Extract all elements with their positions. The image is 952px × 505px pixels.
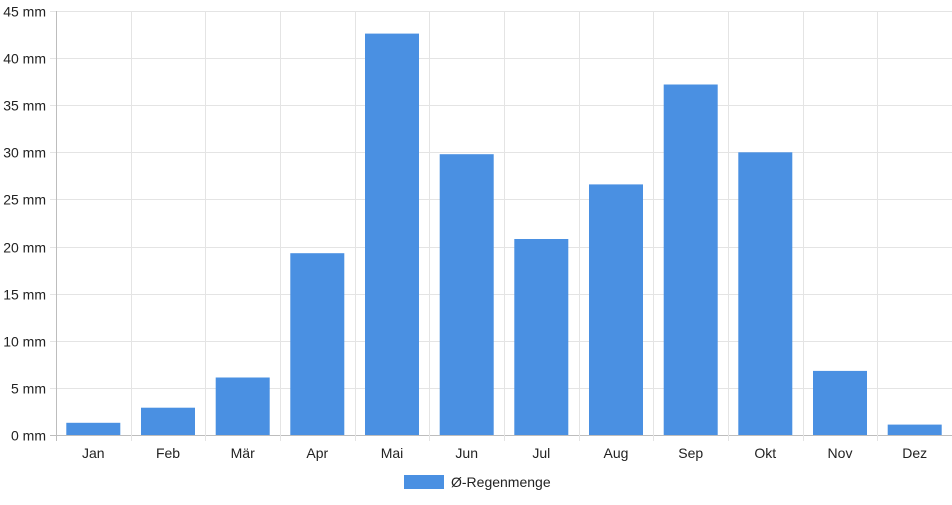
x-tick-label: Mär <box>231 445 255 461</box>
x-tick-label: Okt <box>754 445 776 461</box>
x-tick-label: Jul <box>532 445 550 461</box>
x-tick-label: Dez <box>902 445 927 461</box>
grid-lines <box>50 11 952 441</box>
y-tick-label: 30 mm <box>3 145 46 161</box>
bar-dez[interactable] <box>887 424 942 435</box>
legend-label[interactable]: Ø-Regenmenge <box>451 474 551 490</box>
x-tick-label: Sep <box>678 445 703 461</box>
x-tick-label: Jun <box>455 445 478 461</box>
x-tick-label: Nov <box>828 445 853 461</box>
y-tick-label: 5 mm <box>11 381 46 397</box>
bar-mär[interactable] <box>215 377 270 436</box>
legend[interactable]: Ø-Regenmenge <box>404 474 551 490</box>
bar-jun[interactable] <box>439 154 494 435</box>
y-tick-label: 0 mm <box>11 428 46 444</box>
y-tick-label: 45 mm <box>3 4 46 20</box>
legend-swatch[interactable] <box>404 475 444 489</box>
x-tick-label: Mai <box>381 445 404 461</box>
bar-apr[interactable] <box>290 253 345 435</box>
y-tick-label: 40 mm <box>3 51 46 67</box>
bar-aug[interactable] <box>589 184 643 435</box>
y-tick-label: 15 mm <box>3 287 46 303</box>
y-tick-label: 10 mm <box>3 334 46 350</box>
bar-mai[interactable] <box>365 33 419 435</box>
bar-okt[interactable] <box>738 152 793 436</box>
x-tick-label: Aug <box>604 445 629 461</box>
x-tick-label: Jan <box>82 445 105 461</box>
bar-jul[interactable] <box>514 239 569 435</box>
bar-jan[interactable] <box>66 422 121 435</box>
y-tick-label: 25 mm <box>3 192 46 208</box>
bar-sep[interactable] <box>663 84 718 436</box>
x-tick-label: Feb <box>156 445 180 461</box>
y-axis: 0 mm 5 mm 10 mm 15 mm 20 mm 25 mm 30 mm 35 mm 40… <box>3 4 46 444</box>
x-tick-label: Apr <box>306 445 328 461</box>
bar-nov[interactable] <box>813 370 867 435</box>
y-tick-label: 35 mm <box>3 98 46 114</box>
y-tick-label: 20 mm <box>3 240 46 256</box>
bar-feb[interactable] <box>141 407 195 435</box>
x-axis: Jan Feb Mär Apr Mai Jun Jul Aug Sep Okt Nov Dez <box>82 445 927 461</box>
bars <box>66 33 942 436</box>
